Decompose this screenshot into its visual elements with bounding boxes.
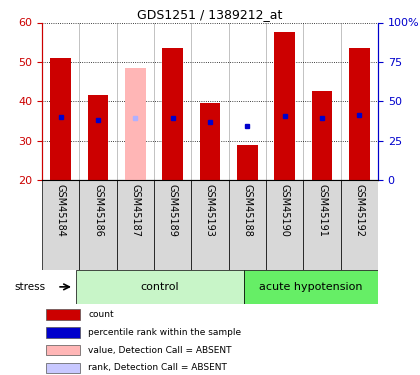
- Text: GSM45193: GSM45193: [205, 184, 215, 237]
- Text: GSM45188: GSM45188: [242, 184, 252, 237]
- Bar: [88, 95, 108, 180]
- Bar: [46, 309, 80, 320]
- Bar: [163, 48, 183, 180]
- Bar: [192, 180, 228, 270]
- Text: percentile rank within the sample: percentile rank within the sample: [88, 328, 242, 337]
- Text: value, Detection Call = ABSENT: value, Detection Call = ABSENT: [88, 346, 232, 355]
- Bar: [266, 180, 303, 270]
- Bar: [46, 345, 80, 355]
- Bar: [46, 363, 80, 373]
- Text: acute hypotension: acute hypotension: [259, 282, 362, 292]
- Bar: [125, 68, 146, 180]
- Bar: [341, 180, 378, 270]
- Bar: [154, 180, 192, 270]
- Bar: [274, 32, 295, 180]
- Bar: [237, 145, 257, 180]
- Text: GSM45187: GSM45187: [130, 184, 140, 237]
- Bar: [228, 180, 266, 270]
- Bar: [79, 180, 117, 270]
- Text: count: count: [88, 310, 114, 319]
- Bar: [50, 58, 71, 180]
- Text: GSM45191: GSM45191: [317, 184, 327, 237]
- Text: control: control: [140, 282, 179, 292]
- Text: GSM45186: GSM45186: [93, 184, 103, 237]
- Text: GSM45184: GSM45184: [56, 184, 66, 237]
- Text: GSM45190: GSM45190: [280, 184, 290, 237]
- Text: stress: stress: [14, 282, 45, 292]
- Text: GSM45192: GSM45192: [354, 184, 364, 237]
- Text: GSM45189: GSM45189: [168, 184, 178, 237]
- Bar: [303, 180, 341, 270]
- Bar: [76, 270, 244, 304]
- Bar: [117, 180, 154, 270]
- Bar: [42, 180, 79, 270]
- Bar: [312, 92, 332, 180]
- Bar: [244, 270, 378, 304]
- Title: GDS1251 / 1389212_at: GDS1251 / 1389212_at: [137, 8, 283, 21]
- Bar: [200, 103, 220, 180]
- Bar: [349, 48, 370, 180]
- Text: rank, Detection Call = ABSENT: rank, Detection Call = ABSENT: [88, 363, 227, 372]
- Bar: [46, 327, 80, 338]
